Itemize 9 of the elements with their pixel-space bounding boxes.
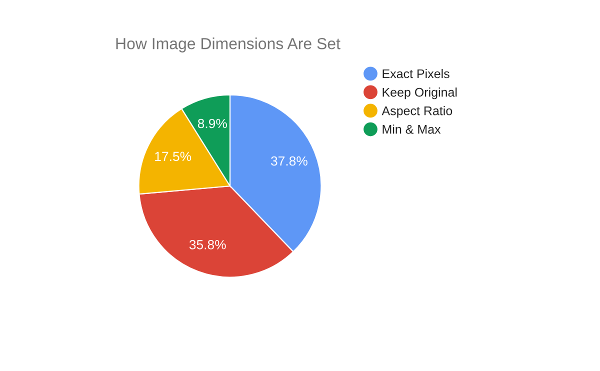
legend-label: Min & Max [382, 124, 441, 134]
legend-label: Keep Original [382, 88, 457, 100]
data-label: 8.9% [198, 118, 227, 128]
legend-label: Exact Pixels [382, 69, 450, 78]
data-label: 37.8% [271, 156, 308, 166]
data-label: 35.8% [189, 240, 226, 250]
legend-label: Aspect Ratio [382, 106, 452, 118]
chart-title: How Image Dimensions Are Set [116, 38, 340, 52]
data-label: 17.5% [155, 152, 192, 162]
